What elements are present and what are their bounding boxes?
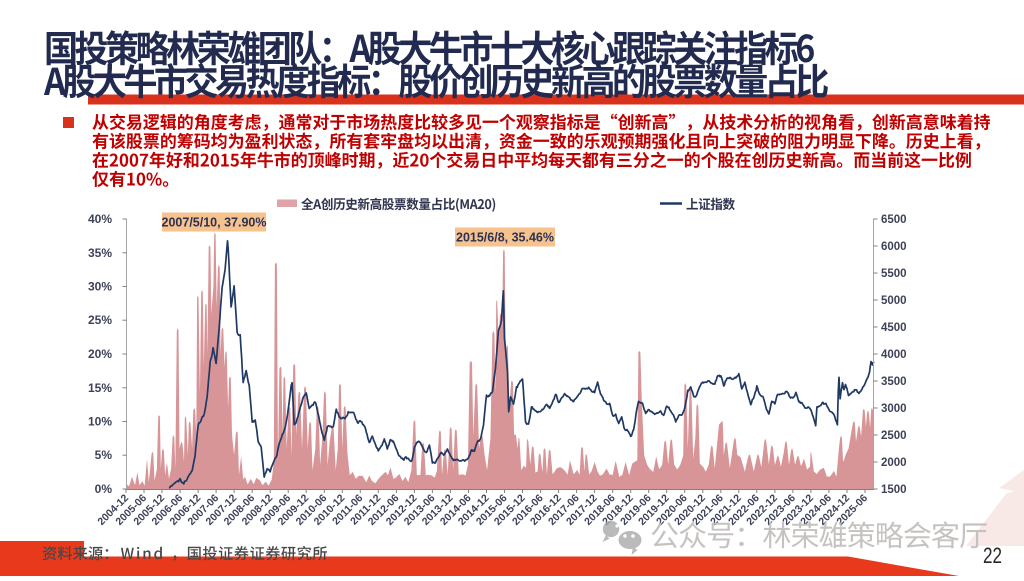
- svg-text:40%: 40%: [88, 212, 112, 226]
- svg-text:5500: 5500: [881, 268, 907, 280]
- svg-text:35%: 35%: [88, 246, 112, 260]
- svg-text:2015/6/8, 35.46%: 2015/6/8, 35.46%: [456, 231, 554, 245]
- svg-text:25%: 25%: [88, 313, 112, 327]
- svg-text:3000: 3000: [881, 403, 907, 415]
- svg-text:2500: 2500: [881, 430, 907, 442]
- svg-text:0%: 0%: [95, 482, 113, 496]
- svg-text:30%: 30%: [88, 280, 112, 294]
- svg-text:4500: 4500: [881, 322, 907, 334]
- svg-text:15%: 15%: [88, 381, 112, 395]
- svg-text:3500: 3500: [881, 376, 907, 388]
- svg-text:10%: 10%: [88, 415, 112, 429]
- svg-text:6000: 6000: [881, 241, 907, 253]
- svg-text:5%: 5%: [95, 448, 113, 462]
- svg-text:2007/5/10, 37.90%: 2007/5/10, 37.90%: [162, 216, 267, 230]
- svg-text:2000: 2000: [881, 457, 907, 469]
- svg-text:22: 22: [983, 543, 1002, 568]
- svg-text:5000: 5000: [881, 295, 907, 307]
- svg-text:6500: 6500: [881, 214, 907, 226]
- svg-text:1500: 1500: [881, 484, 907, 496]
- svg-text:20%: 20%: [88, 347, 112, 361]
- svg-text:4000: 4000: [881, 349, 907, 361]
